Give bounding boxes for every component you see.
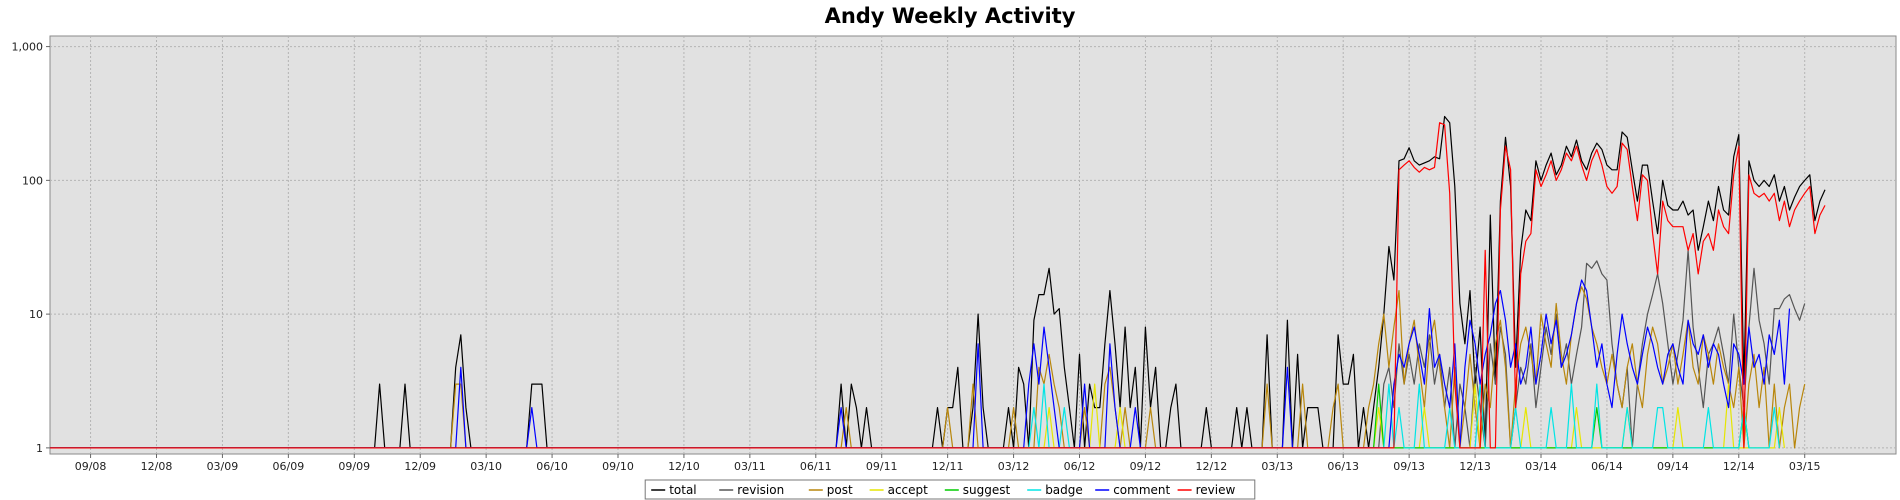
x-tick-label: 09/10 — [602, 460, 634, 473]
x-tick-label: 06/09 — [273, 460, 305, 473]
x-axis: 09/08 12/08 03/09 06/09 09/09 12/09 03/10 06/10… — [75, 454, 1821, 473]
y-tick-label: 10 — [29, 308, 43, 321]
x-tick-label: 06/11 — [800, 460, 832, 473]
y-tick-label: 1,000 — [12, 41, 44, 54]
x-tick-label: 03/15 — [1789, 460, 1821, 473]
x-tick-label: 03/14 — [1525, 460, 1557, 473]
series-line-review — [50, 122, 1826, 449]
x-tick-label: 06/12 — [1064, 460, 1096, 473]
legend-label-total: total — [669, 483, 696, 497]
grid-lines — [50, 36, 1896, 454]
x-tick-label: 12/13 — [1459, 460, 1491, 473]
x-tick-label: 09/09 — [338, 460, 370, 473]
y-tick-label: 100 — [22, 174, 43, 187]
legend-label-comment: comment — [1113, 483, 1170, 497]
x-tick-label: 03/09 — [207, 460, 239, 473]
legend-label-post: post — [827, 483, 853, 497]
x-tick-label: 09/12 — [1130, 460, 1162, 473]
x-tick-label: 09/11 — [866, 460, 898, 473]
x-tick-label: 12/14 — [1723, 460, 1755, 473]
x-tick-label: 03/11 — [734, 460, 766, 473]
x-tick-label: 12/10 — [668, 460, 700, 473]
series-line-comment — [50, 279, 1791, 449]
x-tick-label: 03/12 — [998, 460, 1030, 473]
legend: total revision post accept suggest badge comme… — [644, 479, 1256, 500]
x-tick-label: 09/08 — [75, 460, 107, 473]
y-axis: 1 10 100 1,000 — [12, 41, 50, 455]
x-tick-label: 06/14 — [1591, 460, 1623, 473]
legend-label-accept: accept — [888, 483, 929, 497]
chart-title: Andy Weekly Activity — [825, 4, 1076, 28]
x-tick-label: 12/11 — [932, 460, 964, 473]
x-tick-label: 03/10 — [470, 460, 502, 473]
legend-label-revision: revision — [737, 483, 784, 497]
y-tick-label: 1 — [36, 442, 43, 455]
x-tick-label: 12/12 — [1196, 460, 1228, 473]
x-tick-label: 03/13 — [1261, 460, 1293, 473]
legend-label-suggest: suggest — [963, 483, 1011, 497]
x-tick-label: 09/13 — [1393, 460, 1425, 473]
x-tick-label: 12/09 — [404, 460, 436, 473]
legend-label-badge: badge — [1045, 483, 1083, 497]
series-line-post — [50, 286, 1806, 449]
x-tick-label: 12/08 — [141, 460, 173, 473]
x-tick-label: 06/13 — [1327, 460, 1359, 473]
legend-label-review: review — [1196, 483, 1236, 497]
x-tick-label: 06/10 — [536, 460, 568, 473]
series-line-total — [50, 115, 1826, 449]
series-line-revision — [50, 249, 1806, 449]
series-layer — [50, 115, 1826, 449]
x-tick-label: 09/14 — [1657, 460, 1689, 473]
